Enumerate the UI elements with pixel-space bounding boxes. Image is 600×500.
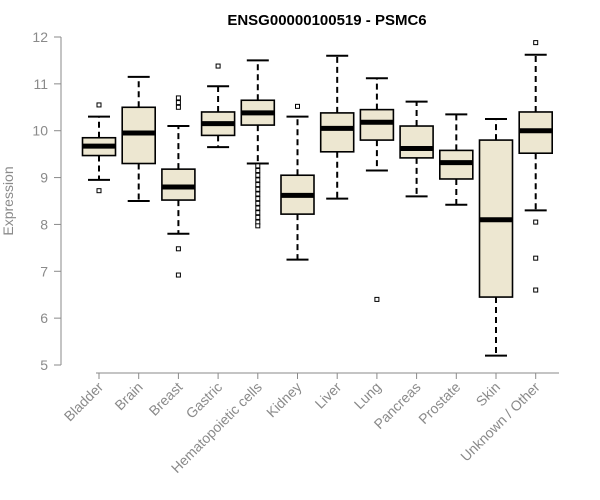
outlier-point bbox=[175, 246, 181, 252]
outlier-point bbox=[255, 205, 261, 211]
chart-title: ENSG00000100519 - PSMC6 bbox=[227, 12, 426, 29]
outlier-point bbox=[374, 296, 380, 302]
box-brain bbox=[121, 75, 156, 202]
outlier-point bbox=[255, 223, 261, 229]
outlier-point bbox=[533, 219, 539, 225]
x-tick-label: Bladder bbox=[61, 379, 107, 425]
box-lung bbox=[359, 77, 395, 302]
outlier-point bbox=[255, 200, 261, 206]
outlier-point bbox=[96, 188, 102, 194]
outlier-point bbox=[255, 210, 261, 216]
x-tick-label: Lung bbox=[351, 379, 384, 412]
outlier-point bbox=[255, 214, 261, 220]
outlier-point bbox=[215, 63, 221, 69]
box-iqr bbox=[359, 108, 395, 141]
box-breast bbox=[161, 95, 196, 278]
box-prostate bbox=[438, 113, 474, 206]
box-skin bbox=[478, 118, 514, 357]
y-tick-label: 6 bbox=[40, 310, 48, 326]
y-tick-label: 10 bbox=[32, 123, 48, 139]
outlier-point bbox=[533, 40, 539, 46]
outlier-point bbox=[175, 272, 181, 278]
y-tick-label: 11 bbox=[33, 76, 48, 92]
outlier-point bbox=[175, 104, 181, 110]
outlier-point bbox=[255, 177, 261, 183]
outlier-point bbox=[175, 100, 181, 106]
y-axis-label: Expression bbox=[0, 166, 16, 235]
outlier-point bbox=[295, 103, 300, 109]
outlier-point bbox=[255, 163, 261, 169]
x-tick-label: Breast bbox=[146, 379, 186, 419]
box-bladder bbox=[81, 102, 117, 194]
box-kidney bbox=[280, 103, 315, 261]
box-liver bbox=[319, 54, 355, 200]
x-tick-label: Kidney bbox=[263, 379, 305, 421]
outlier-point bbox=[533, 255, 539, 261]
outlier-point bbox=[175, 95, 181, 101]
x-tick-label: Skin bbox=[473, 379, 504, 410]
y-tick-label: 5 bbox=[40, 357, 48, 373]
box-unknown-other bbox=[518, 40, 554, 293]
outlier-point bbox=[255, 168, 261, 174]
box-iqr bbox=[319, 112, 355, 153]
box-gastric bbox=[200, 63, 236, 149]
x-tick-label: Prostate bbox=[415, 379, 463, 427]
y-tick-label: 9 bbox=[40, 170, 48, 186]
y-tick-label: 12 bbox=[32, 29, 48, 45]
x-tick-label: Liver bbox=[312, 379, 345, 412]
y-tick-label: 7 bbox=[40, 263, 48, 279]
box-iqr bbox=[399, 125, 434, 159]
outlier-point bbox=[255, 186, 261, 192]
outlier-point bbox=[255, 172, 261, 178]
y-tick-label: 8 bbox=[40, 216, 48, 232]
x-tick-label: Brain bbox=[111, 379, 145, 413]
outlier-point bbox=[255, 196, 261, 202]
outlier-point bbox=[96, 102, 102, 108]
box-hematopoietic-cells bbox=[240, 59, 276, 229]
box-series bbox=[81, 40, 554, 379]
y-axis-ticks: 5 6 7 8 9 10 11 12 bbox=[32, 29, 61, 373]
outlier-point bbox=[255, 191, 261, 197]
box-pancreas bbox=[399, 100, 434, 198]
outlier-point bbox=[533, 287, 539, 293]
outlier-point bbox=[255, 182, 261, 188]
